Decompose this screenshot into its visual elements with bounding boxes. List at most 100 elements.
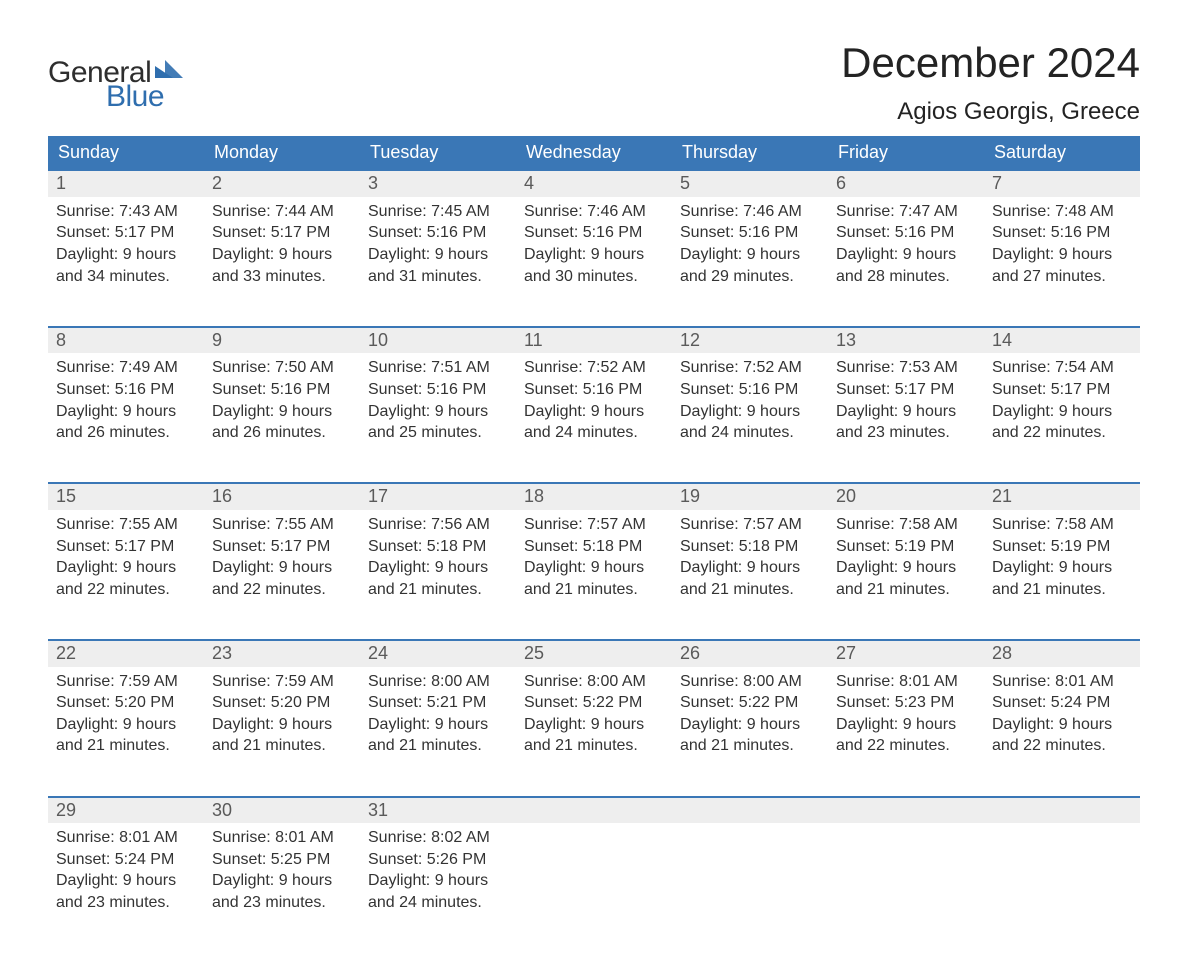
daylight-line-2: and 22 minutes.: [56, 579, 196, 601]
day-cell-content: Sunrise: 8:02 AMSunset: 5:26 PMDaylight:…: [360, 823, 516, 925]
sunset-line: Sunset: 5:19 PM: [836, 536, 976, 558]
sunset-line: Sunset: 5:16 PM: [680, 222, 820, 244]
day-number: 13: [828, 327, 984, 354]
daylight-line-2: and 24 minutes.: [680, 422, 820, 444]
daylight-line-2: and 21 minutes.: [368, 579, 508, 601]
sunset-line: Sunset: 5:16 PM: [368, 379, 508, 401]
sunrise-line: Sunrise: 7:46 AM: [680, 201, 820, 223]
day-cell-content: Sunrise: 7:43 AMSunset: 5:17 PMDaylight:…: [48, 197, 204, 299]
brand-logo: General Blue: [48, 40, 183, 112]
day-cell-content: Sunrise: 7:59 AMSunset: 5:20 PMDaylight:…: [48, 667, 204, 769]
day-number: 31: [360, 797, 516, 824]
day-number: 20: [828, 483, 984, 510]
sunset-line: Sunset: 5:16 PM: [368, 222, 508, 244]
daylight-line-2: and 23 minutes.: [836, 422, 976, 444]
day-number: 28: [984, 640, 1140, 667]
sunset-line: Sunset: 5:16 PM: [524, 379, 664, 401]
daylight-line-2: and 21 minutes.: [680, 735, 820, 757]
daylight-line-2: and 21 minutes.: [680, 579, 820, 601]
sunrise-line: Sunrise: 7:45 AM: [368, 201, 508, 223]
daylight-line-1: Daylight: 9 hours: [680, 401, 820, 423]
daylight-line-1: Daylight: 9 hours: [680, 244, 820, 266]
sunset-line: Sunset: 5:16 PM: [212, 379, 352, 401]
daylight-line-1: Daylight: 9 hours: [992, 714, 1132, 736]
daylight-line-1: Daylight: 9 hours: [524, 714, 664, 736]
day-cell: Sunrise: 7:58 AMSunset: 5:19 PMDaylight:…: [984, 510, 1140, 640]
sunrise-line: Sunrise: 8:02 AM: [368, 827, 508, 849]
weekday-header: Tuesday: [360, 136, 516, 170]
daylight-line-2: and 22 minutes.: [836, 735, 976, 757]
weekday-header-row: Sunday Monday Tuesday Wednesday Thursday…: [48, 136, 1140, 170]
month-title: December 2024: [841, 40, 1140, 86]
day-cell-content: Sunrise: 7:57 AMSunset: 5:18 PMDaylight:…: [672, 510, 828, 612]
day-number-row: 22232425262728: [48, 640, 1140, 667]
day-cell: Sunrise: 7:55 AMSunset: 5:17 PMDaylight:…: [204, 510, 360, 640]
day-number: 25: [516, 640, 672, 667]
sunrise-line: Sunrise: 7:59 AM: [212, 671, 352, 693]
sunset-line: Sunset: 5:16 PM: [992, 222, 1132, 244]
daylight-line-1: Daylight: 9 hours: [680, 714, 820, 736]
sunrise-line: Sunrise: 7:52 AM: [680, 357, 820, 379]
day-cell: Sunrise: 8:02 AMSunset: 5:26 PMDaylight:…: [360, 823, 516, 953]
sunrise-line: Sunrise: 8:01 AM: [212, 827, 352, 849]
sunrise-line: Sunrise: 7:54 AM: [992, 357, 1132, 379]
sunset-line: Sunset: 5:16 PM: [836, 222, 976, 244]
day-cell-content: Sunrise: 8:00 AMSunset: 5:22 PMDaylight:…: [672, 667, 828, 769]
day-number-row: 293031: [48, 797, 1140, 824]
daylight-line-2: and 23 minutes.: [56, 892, 196, 914]
day-cell-content: Sunrise: 7:57 AMSunset: 5:18 PMDaylight:…: [516, 510, 672, 612]
daylight-line-1: Daylight: 9 hours: [212, 244, 352, 266]
daylight-line-1: Daylight: 9 hours: [368, 870, 508, 892]
day-number: 24: [360, 640, 516, 667]
day-number-row: 15161718192021: [48, 483, 1140, 510]
daylight-line-2: and 22 minutes.: [212, 579, 352, 601]
day-cell: Sunrise: 7:57 AMSunset: 5:18 PMDaylight:…: [672, 510, 828, 640]
day-number: 12: [672, 327, 828, 354]
day-cell: Sunrise: 7:48 AMSunset: 5:16 PMDaylight:…: [984, 197, 1140, 327]
sunrise-line: Sunrise: 7:57 AM: [680, 514, 820, 536]
day-number: 10: [360, 327, 516, 354]
day-cell: Sunrise: 7:56 AMSunset: 5:18 PMDaylight:…: [360, 510, 516, 640]
day-cell-content: Sunrise: 7:46 AMSunset: 5:16 PMDaylight:…: [672, 197, 828, 299]
day-number: 29: [48, 797, 204, 824]
daylight-line-1: Daylight: 9 hours: [836, 401, 976, 423]
daylight-line-2: and 21 minutes.: [992, 579, 1132, 601]
daylight-line-2: and 27 minutes.: [992, 266, 1132, 288]
calendar-page: General Blue December 2024 Agios Georgis…: [0, 0, 1188, 918]
day-number: [516, 797, 672, 824]
daylight-line-1: Daylight: 9 hours: [992, 401, 1132, 423]
day-number: 26: [672, 640, 828, 667]
sunset-line: Sunset: 5:17 PM: [992, 379, 1132, 401]
daylight-line-2: and 21 minutes.: [836, 579, 976, 601]
daylight-line-1: Daylight: 9 hours: [56, 870, 196, 892]
daylight-line-2: and 26 minutes.: [56, 422, 196, 444]
day-number: 23: [204, 640, 360, 667]
day-cell: Sunrise: 7:50 AMSunset: 5:16 PMDaylight:…: [204, 353, 360, 483]
sunrise-line: Sunrise: 7:52 AM: [524, 357, 664, 379]
day-cell: [516, 823, 672, 953]
sunset-line: Sunset: 5:25 PM: [212, 849, 352, 871]
day-cell-content: Sunrise: 8:01 AMSunset: 5:23 PMDaylight:…: [828, 667, 984, 769]
day-cell-content: Sunrise: 7:48 AMSunset: 5:16 PMDaylight:…: [984, 197, 1140, 299]
day-number: 22: [48, 640, 204, 667]
daylight-line-2: and 21 minutes.: [368, 735, 508, 757]
day-number: [828, 797, 984, 824]
sunrise-line: Sunrise: 7:56 AM: [368, 514, 508, 536]
sunset-line: Sunset: 5:24 PM: [992, 692, 1132, 714]
sunrise-line: Sunrise: 7:55 AM: [212, 514, 352, 536]
daylight-line-1: Daylight: 9 hours: [680, 557, 820, 579]
weekday-header: Wednesday: [516, 136, 672, 170]
day-cell-content: Sunrise: 7:46 AMSunset: 5:16 PMDaylight:…: [516, 197, 672, 299]
sunset-line: Sunset: 5:16 PM: [524, 222, 664, 244]
sunset-line: Sunset: 5:23 PM: [836, 692, 976, 714]
daylight-line-1: Daylight: 9 hours: [836, 244, 976, 266]
day-cell: Sunrise: 7:44 AMSunset: 5:17 PMDaylight:…: [204, 197, 360, 327]
brand-part2: Blue: [106, 82, 183, 112]
daylight-line-1: Daylight: 9 hours: [56, 557, 196, 579]
daylight-line-2: and 23 minutes.: [212, 892, 352, 914]
sunset-line: Sunset: 5:17 PM: [56, 222, 196, 244]
day-cell-content: Sunrise: 7:55 AMSunset: 5:17 PMDaylight:…: [48, 510, 204, 612]
day-number: 4: [516, 170, 672, 197]
day-number: [672, 797, 828, 824]
day-cell-content: Sunrise: 7:51 AMSunset: 5:16 PMDaylight:…: [360, 353, 516, 455]
